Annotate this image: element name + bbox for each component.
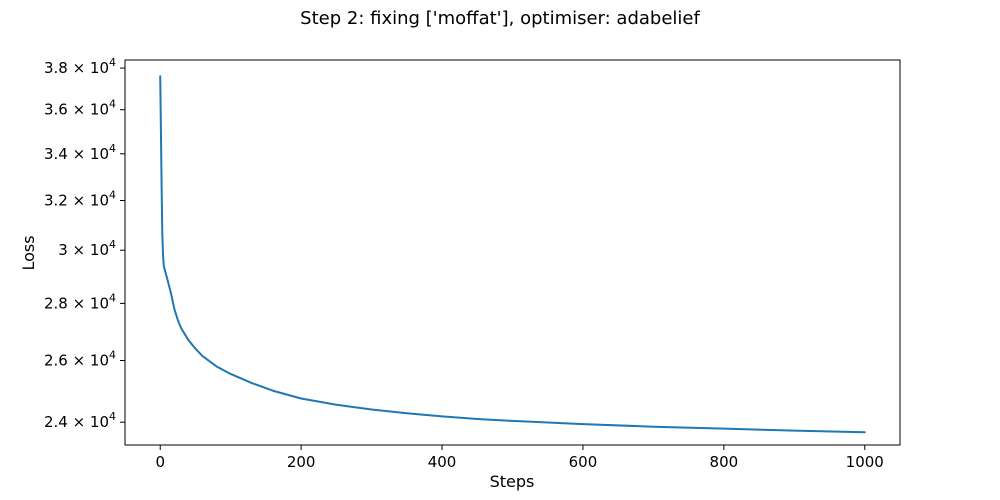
y-axis-label: Loss: [19, 235, 38, 270]
y-tick-label: 3.6 × 104: [44, 98, 116, 119]
y-tick-label: 3.2 × 104: [44, 188, 116, 209]
x-tick-label: 200: [287, 453, 316, 471]
y-tick-label: 2.8 × 104: [44, 291, 116, 312]
chart-title: Step 2: fixing ['moffat'], optimiser: ad…: [300, 8, 700, 29]
x-axis-label: Steps: [490, 472, 535, 491]
x-tick-label: 400: [428, 453, 457, 471]
x-tick-label: 0: [155, 453, 165, 471]
plot-area: [125, 60, 900, 445]
x-tick-label: 800: [710, 453, 739, 471]
y-tick-label: 2.4 × 104: [44, 410, 116, 431]
y-tick-label: 3 × 104: [58, 238, 116, 259]
x-axis: 0 200 400 600 800 1000: [155, 445, 884, 471]
plot-frame: [124, 59, 901, 446]
x-tick-label: 1000: [846, 453, 884, 471]
series-layer: [159, 75, 866, 434]
y-tick-label: 2.6 × 104: [44, 349, 116, 370]
x-tick-label: 600: [569, 453, 598, 471]
y-tick-label: 3.4 × 104: [44, 142, 116, 163]
y-axis: 2.4 × 104 2.6 × 104 2.8 × 104 3 × 104 3.2 × …: [44, 56, 125, 431]
y-tick-label: 3.8 × 104: [44, 56, 116, 77]
series-line-loss: [159, 75, 866, 434]
